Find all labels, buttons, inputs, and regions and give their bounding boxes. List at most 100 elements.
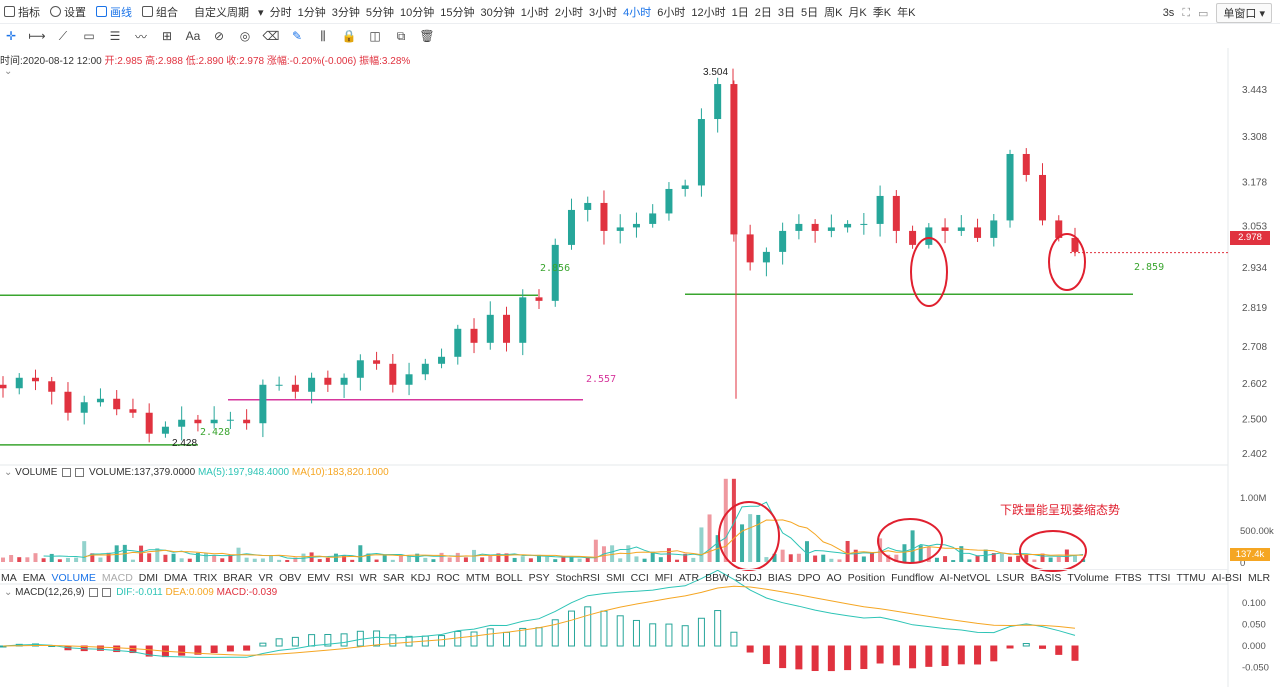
indicator-tab-10[interactable]: EMV (307, 571, 331, 584)
indicator-tab-39[interactable]: MLR (1247, 571, 1271, 584)
indicator-tab-23[interactable]: ATR (678, 571, 700, 584)
trend-tool-icon[interactable]: ⟋ (58, 28, 68, 43)
copy-icon[interactable]: ⧉ (396, 28, 406, 43)
volume-bar-89 (723, 478, 728, 562)
period-0[interactable]: 分时 (269, 6, 292, 19)
indicator-tab-6[interactable]: TRIX (193, 571, 218, 584)
indicator-tab-2[interactable]: VOLUME (51, 571, 96, 584)
macd-bar-23 (373, 630, 381, 647)
period-5[interactable]: 15分钟 (440, 6, 475, 19)
trash-icon[interactable]: 🗑 (419, 29, 435, 43)
indicator-tab-34[interactable]: TVolume (1067, 571, 1109, 584)
indicator-tab-38[interactable]: AI-BSI (1211, 571, 1242, 584)
indicator-tab-21[interactable]: CCI (630, 571, 649, 584)
period-15[interactable]: 3日 (777, 6, 795, 19)
custom-period-dropdown[interactable]: 自定义周期 ▾ (194, 6, 264, 19)
magnet-icon[interactable]: ◎ (239, 29, 251, 43)
indicator-tab-4[interactable]: DMI (138, 571, 159, 584)
period-13[interactable]: 1日 (731, 6, 749, 19)
indicator-tab-29[interactable]: Position (847, 571, 886, 584)
indicator-tab-30[interactable]: Fundflow (891, 571, 934, 584)
grid-tool-icon[interactable]: ⊞ (161, 29, 173, 43)
indicator-tab-35[interactable]: FTBS (1114, 571, 1142, 584)
period-19[interactable]: 季K (872, 6, 892, 19)
macd-close-icon[interactable] (102, 587, 112, 597)
measure-tool-icon[interactable]: ⊘ (213, 29, 225, 43)
period-7[interactable]: 1小时 (520, 6, 549, 19)
macd-chevron-icon[interactable]: ⌄ (4, 587, 13, 598)
macd-bar-66 (1071, 645, 1079, 661)
indicator-tab-3[interactable]: MACD (101, 571, 133, 584)
indicator-tab-25[interactable]: SKDJ (734, 571, 762, 584)
window-mode-dropdown[interactable]: 单窗口 ▾ (1216, 3, 1272, 23)
indicator-tab-13[interactable]: SAR (383, 571, 405, 584)
continuous-icon[interactable]: ⫼ (320, 28, 326, 43)
indicator-tab-31[interactable]: AI-NetVOL (939, 571, 991, 584)
indicator-tab-11[interactable]: RSI (336, 571, 354, 584)
indicator-tab-5[interactable]: DMA (164, 571, 188, 584)
period-14[interactable]: 2日 (754, 6, 772, 19)
draw-button[interactable]: 画线 (96, 4, 132, 20)
indicator-tab-33[interactable]: BASIS (1030, 571, 1062, 584)
indicator-tab-24[interactable]: BBW (705, 571, 729, 584)
period-18[interactable]: 月K (848, 6, 867, 19)
settings-button[interactable]: 设置 (50, 4, 86, 20)
volume-close-icon[interactable] (75, 467, 85, 477)
indicators-button[interactable]: 指标 (4, 4, 40, 20)
indicator-tab-20[interactable]: SMI (605, 571, 625, 584)
indicator-tab-12[interactable]: WR (359, 571, 378, 584)
indicator-tab-36[interactable]: TTSI (1147, 571, 1171, 584)
indicator-tab-19[interactable]: StochRSI (555, 571, 600, 584)
indicator-tab-22[interactable]: MFI (654, 571, 673, 584)
period-11[interactable]: 6小时 (657, 6, 686, 19)
draw-mode-icon[interactable]: ✎ (291, 29, 303, 43)
text-tool-icon[interactable]: Aa (185, 29, 201, 43)
indicator-tab-27[interactable]: DPO (797, 571, 821, 584)
period-10[interactable]: 4小时 (623, 6, 652, 19)
indicator-tab-1[interactable]: EMA (22, 571, 46, 584)
indicator-tab-16[interactable]: MTM (465, 571, 490, 584)
indicator-tab-9[interactable]: OBV (279, 571, 302, 584)
indicator-tab-32[interactable]: LSUR (996, 571, 1025, 584)
period-4[interactable]: 10分钟 (399, 6, 435, 19)
period-12[interactable]: 12小时 (691, 6, 726, 19)
indicator-tab-7[interactable]: BRAR (223, 571, 253, 584)
period-9[interactable]: 3小时 (588, 6, 618, 19)
segment-tool-icon[interactable]: ⟼ (28, 29, 46, 43)
period-8[interactable]: 2小时 (554, 6, 583, 19)
period-17[interactable]: 周K (824, 6, 843, 19)
indicator-tab-18[interactable]: PSY (528, 571, 550, 584)
candle-body-44 (714, 84, 722, 120)
window-icon[interactable]: ▭ (1198, 7, 1209, 20)
refresh-interval[interactable]: 3s (1162, 7, 1175, 19)
eraser-icon[interactable]: ⌫ (262, 29, 280, 43)
volume-chevron-icon[interactable]: ⌄ (4, 467, 13, 478)
lock-icon[interactable]: 🔒 (341, 29, 357, 43)
volume-settings-icon[interactable] (62, 467, 72, 477)
indicator-tab-15[interactable]: ROC (436, 571, 460, 584)
period-2[interactable]: 3分钟 (331, 6, 360, 19)
period-3[interactable]: 5分钟 (365, 6, 394, 19)
period-6[interactable]: 30分钟 (480, 6, 515, 19)
crosshair-icon[interactable]: ✛ (5, 29, 17, 43)
indicator-tab-28[interactable]: AO (826, 571, 842, 584)
indicator-tab-14[interactable]: KDJ (410, 571, 431, 584)
indicator-tab-0[interactable]: MA (1, 571, 17, 584)
volume-bar-87 (707, 514, 712, 562)
indicator-tab-37[interactable]: TTMU (1176, 571, 1206, 584)
macd-settings-icon[interactable] (89, 587, 99, 597)
period-1[interactable]: 1分钟 (297, 6, 326, 19)
fib-tool-icon[interactable]: ☰ (109, 29, 121, 43)
combine-button[interactable]: 组合 (142, 4, 178, 20)
hide-icon[interactable]: ◫ (369, 29, 381, 43)
wave-tool-icon[interactable]: 〰 (134, 29, 147, 44)
rectangle-tool-icon[interactable]: ▭ (83, 29, 95, 43)
period-16[interactable]: 5日 (800, 6, 819, 19)
fullscreen-icon[interactable]: ⛶ (1182, 6, 1191, 19)
indicator-tab-17[interactable]: BOLL (495, 571, 523, 584)
indicator-tab-8[interactable]: VR (258, 571, 274, 584)
indicator-tab-26[interactable]: BIAS (767, 571, 792, 584)
period-20[interactable]: 年K (897, 6, 916, 19)
collapse-chevron-icon[interactable]: ⌄ (4, 66, 13, 77)
